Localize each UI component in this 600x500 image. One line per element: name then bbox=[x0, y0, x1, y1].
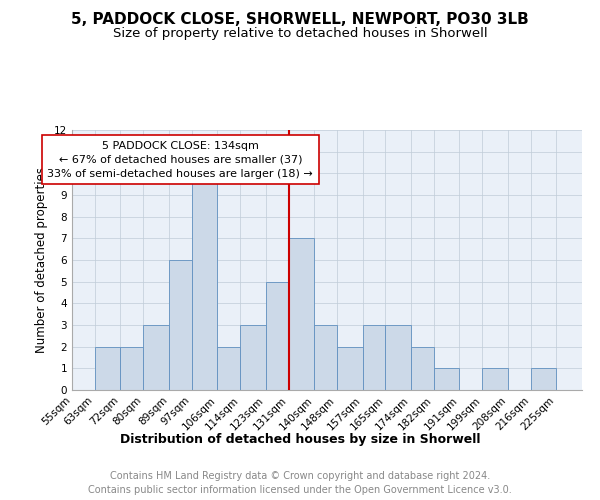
Bar bbox=[191, 174, 217, 390]
Bar bbox=[411, 346, 434, 390]
Bar bbox=[362, 325, 385, 390]
Text: 5, PADDOCK CLOSE, SHORWELL, NEWPORT, PO30 3LB: 5, PADDOCK CLOSE, SHORWELL, NEWPORT, PO3… bbox=[71, 12, 529, 28]
Y-axis label: Number of detached properties: Number of detached properties bbox=[35, 167, 49, 353]
Bar bbox=[289, 238, 314, 390]
Bar bbox=[482, 368, 508, 390]
Bar bbox=[434, 368, 460, 390]
Bar bbox=[95, 346, 121, 390]
Text: 5 PADDOCK CLOSE: 134sqm
← 67% of detached houses are smaller (37)
33% of semi-de: 5 PADDOCK CLOSE: 134sqm ← 67% of detache… bbox=[47, 141, 313, 179]
Bar bbox=[143, 325, 169, 390]
Bar bbox=[240, 325, 266, 390]
Bar bbox=[314, 325, 337, 390]
Bar bbox=[169, 260, 191, 390]
Bar bbox=[121, 346, 143, 390]
Text: Contains HM Land Registry data © Crown copyright and database right 2024.
Contai: Contains HM Land Registry data © Crown c… bbox=[88, 471, 512, 495]
Bar bbox=[337, 346, 362, 390]
Bar bbox=[385, 325, 411, 390]
Bar bbox=[531, 368, 556, 390]
Text: Size of property relative to detached houses in Shorwell: Size of property relative to detached ho… bbox=[113, 28, 487, 40]
Text: Distribution of detached houses by size in Shorwell: Distribution of detached houses by size … bbox=[120, 432, 480, 446]
Bar bbox=[217, 346, 240, 390]
Bar bbox=[266, 282, 289, 390]
